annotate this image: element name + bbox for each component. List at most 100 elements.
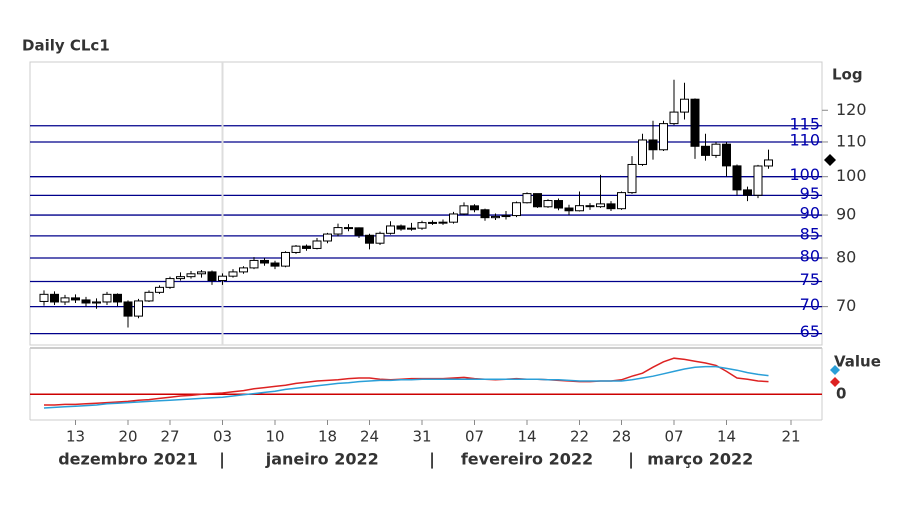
x-tick-label: 07 — [664, 428, 683, 446]
separator: | — [429, 450, 435, 470]
h-line-label: 85 — [800, 224, 820, 243]
candle-body — [491, 215, 500, 219]
legend-title: Value — [834, 353, 881, 371]
h-line-label: 65 — [800, 322, 820, 341]
candle-body — [291, 245, 301, 253]
price-panel — [29, 61, 823, 346]
candle-body — [176, 276, 185, 280]
candle-body — [344, 227, 353, 230]
candle-body — [596, 203, 605, 208]
y-tick-label: 0 — [836, 385, 846, 403]
candle-body — [753, 165, 763, 196]
candle-body — [165, 278, 175, 288]
candle-body — [144, 291, 154, 302]
month-label: dezembro 2021 — [58, 450, 198, 469]
candle-body — [39, 293, 49, 302]
x-tick-label: 03 — [213, 428, 232, 446]
y-tick-label: 110 — [836, 131, 867, 150]
candle-body — [722, 143, 731, 167]
candle-body — [501, 215, 511, 218]
h-line-label: 80 — [800, 246, 820, 265]
candle-body — [186, 273, 196, 278]
candle-body — [680, 98, 689, 113]
h-line-label: 70 — [800, 295, 820, 314]
x-tick-label: 21 — [781, 428, 800, 446]
candle-body — [375, 232, 385, 244]
last-price-marker — [824, 153, 836, 166]
candle-body — [606, 203, 616, 210]
h-line-label: 75 — [800, 270, 820, 289]
candle-body — [533, 193, 542, 208]
candle-body — [554, 200, 563, 209]
h-line-label: 115 — [789, 114, 820, 133]
y-tick-label: 100 — [836, 166, 867, 185]
x-tick-label: 14 — [717, 428, 736, 446]
h-line-label: 100 — [789, 165, 820, 184]
candle-body — [428, 221, 437, 224]
candle-body — [669, 111, 679, 125]
candle-body — [764, 159, 773, 167]
legend-marker — [830, 377, 840, 387]
x-tick-label: 31 — [412, 428, 431, 446]
x-tick-label: 28 — [612, 428, 631, 446]
x-tick-label: 20 — [118, 428, 137, 446]
indicator-line — [44, 357, 769, 406]
candle-body — [60, 297, 70, 303]
candle-body — [575, 205, 584, 212]
month-label: março 2022 — [647, 450, 753, 469]
candle-body — [323, 233, 332, 242]
h-line-label: 95 — [800, 184, 820, 203]
candle-body — [302, 245, 311, 249]
candle-body — [155, 286, 164, 293]
candle-body — [354, 227, 364, 236]
x-tick-label: 14 — [517, 428, 536, 446]
candle-body — [249, 259, 259, 269]
month-label: fevereiro 2022 — [461, 450, 593, 469]
candle-body — [617, 192, 626, 210]
candle-body — [92, 301, 101, 304]
candle-body — [386, 225, 395, 234]
y-tick-label: 90 — [836, 205, 856, 224]
candle-body — [470, 205, 479, 211]
candle-body — [438, 221, 448, 224]
candle-body — [239, 267, 248, 273]
candle-body — [585, 205, 595, 208]
candle-body — [102, 293, 112, 303]
x-tick-label: 22 — [570, 428, 589, 446]
y-tick-label: 70 — [836, 296, 856, 315]
candle-body — [459, 205, 469, 215]
candle-body — [522, 193, 532, 204]
separator: | — [219, 450, 225, 470]
candle-body — [270, 262, 280, 267]
x-tick-label: 24 — [360, 428, 379, 446]
candle-body — [365, 234, 374, 244]
month-label: janeiro 2022 — [265, 450, 379, 469]
candle-body — [564, 207, 574, 212]
candle-body — [333, 227, 343, 235]
y-tick-label: 120 — [836, 100, 867, 119]
candle-body — [197, 271, 206, 275]
candle-body — [638, 139, 647, 165]
candle-body — [627, 163, 637, 194]
separator: | — [628, 450, 634, 470]
h-line-label: 90 — [800, 204, 820, 223]
candle-body — [711, 143, 721, 156]
candle-body — [407, 227, 416, 230]
candle-body — [312, 240, 322, 249]
x-tick-label: 13 — [66, 428, 85, 446]
y-tick-label: 80 — [836, 247, 856, 266]
candle-body — [743, 189, 752, 196]
candle-body — [218, 275, 227, 282]
candle-body — [50, 293, 59, 303]
candle-body — [134, 300, 143, 317]
candle-body — [228, 271, 238, 277]
x-tick-label: 07 — [465, 428, 484, 446]
x-tick-label: 18 — [318, 428, 337, 446]
candle-body — [71, 297, 80, 301]
chart-title: Daily CLc1 — [22, 37, 110, 55]
candle-body — [701, 145, 710, 156]
candle-body — [512, 202, 521, 217]
candle-body — [690, 98, 700, 147]
